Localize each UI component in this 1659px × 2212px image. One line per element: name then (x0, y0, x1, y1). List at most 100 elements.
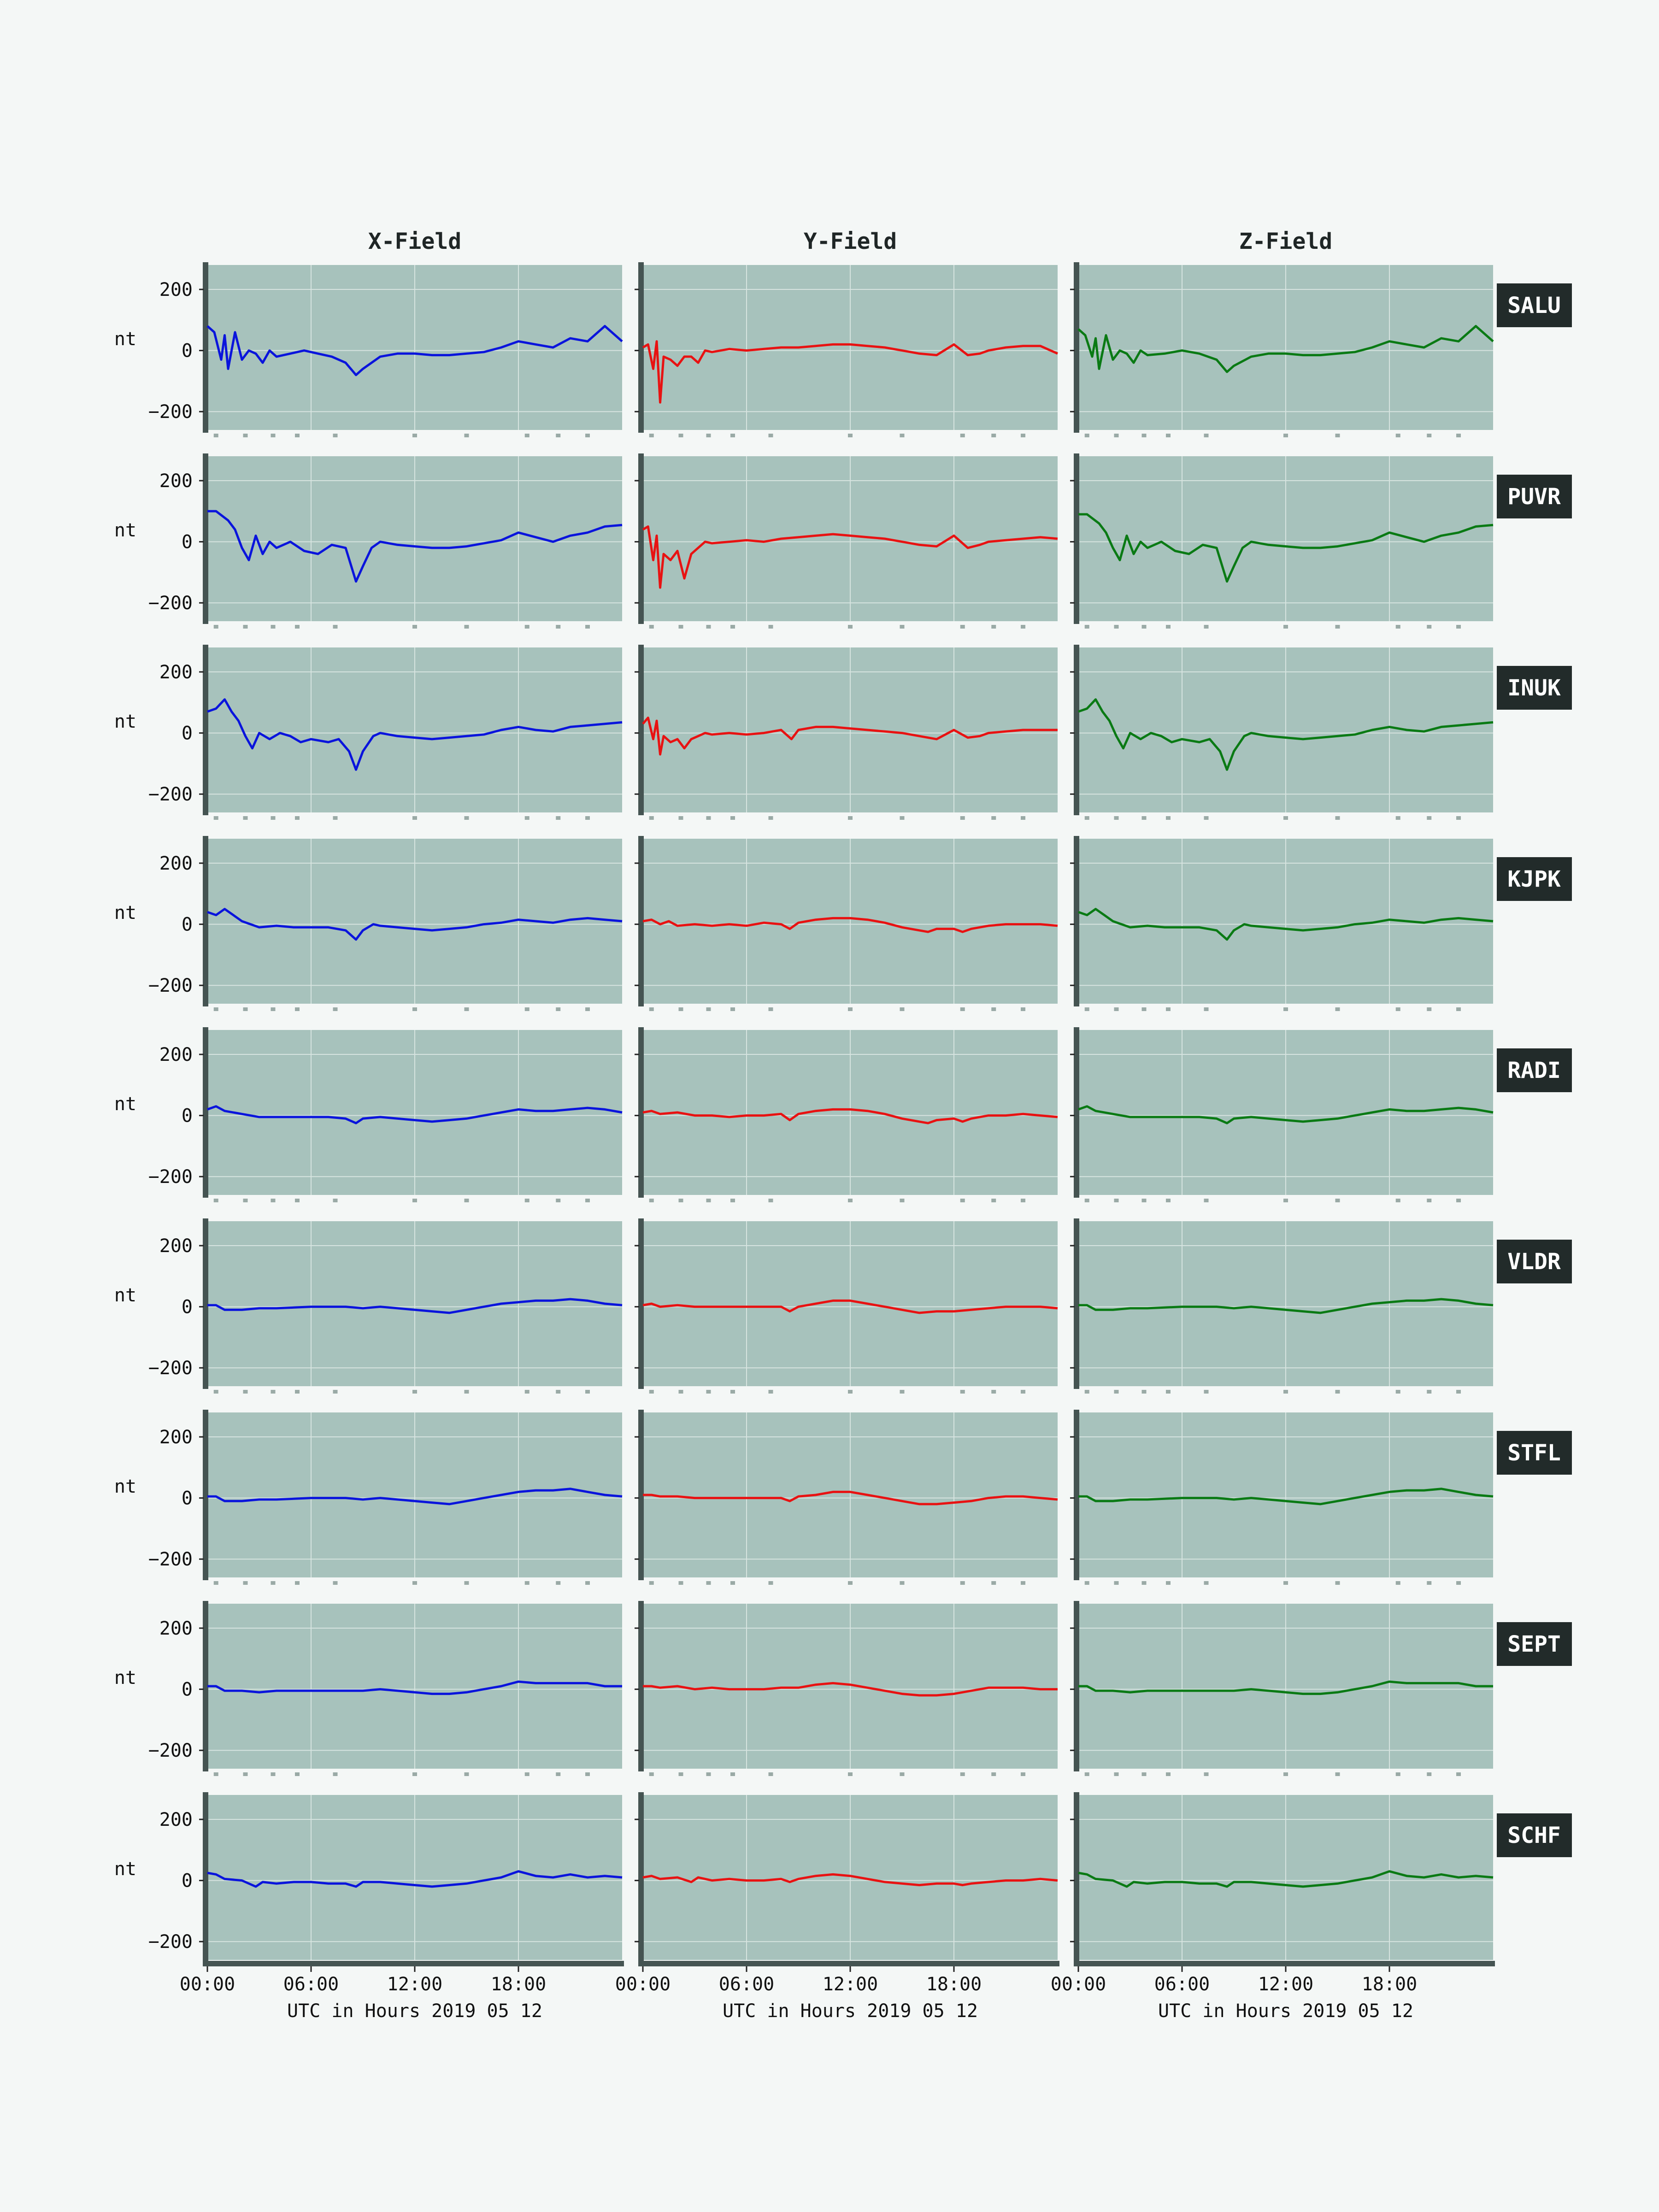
minor-tick-mark (524, 434, 529, 437)
minor-tick-mark (1141, 1772, 1147, 1776)
minor-tick-mark (1456, 816, 1461, 820)
station-badge (1497, 1240, 1572, 1283)
minor-tick-mark (556, 1199, 561, 1202)
minor-tick-mark (1283, 625, 1288, 629)
station-badge (1497, 475, 1572, 518)
station-row-puvr: 200 0 −200 nt PUVR (114, 453, 1572, 629)
column-title-y-field: Y-Field (804, 229, 897, 254)
y-axis-label: nt (114, 1859, 136, 1880)
minor-tick-mark (412, 625, 417, 629)
minor-tick-mark (649, 434, 654, 437)
minor-tick-mark (678, 625, 683, 629)
minor-tick-mark (1283, 1581, 1288, 1585)
minor-tick-mark (585, 1390, 590, 1394)
minor-tick-mark (1166, 1199, 1171, 1202)
minor-tick-mark (730, 1199, 735, 1202)
series-line-puvr-y (642, 525, 1058, 589)
minor-tick-mark (243, 1581, 248, 1585)
minor-tick-mark (1141, 434, 1147, 437)
y-tick-label: 200 (159, 1809, 193, 1830)
minor-tick-mark (960, 1390, 965, 1394)
y-tick-label: 0 (182, 532, 193, 553)
minor-tick-mark (333, 625, 338, 629)
x-axis-label: UTC in Hours 2019 05 12 (287, 2000, 542, 2022)
minor-tick-mark (1084, 434, 1089, 437)
minor-tick-mark (1427, 1581, 1432, 1585)
minor-tick-mark (678, 1007, 683, 1011)
minor-tick-mark (1335, 625, 1340, 629)
minor-tick-mark (1141, 625, 1147, 629)
y-tick-label: 0 (182, 1488, 193, 1509)
minor-tick-mark (524, 625, 529, 629)
minor-tick-mark (848, 1007, 853, 1011)
minor-tick-mark (412, 816, 417, 820)
minor-tick-mark (768, 816, 773, 820)
minor-tick-mark (1335, 816, 1340, 820)
minor-tick-mark (900, 1390, 905, 1394)
minor-tick-mark (848, 434, 853, 437)
minor-tick-mark (1204, 1199, 1209, 1202)
minor-tick-mark (1395, 816, 1400, 820)
x-tick-label: 06:00 (719, 1974, 774, 1995)
series-line-radi-y (642, 1108, 1058, 1124)
y-axis-label: nt (114, 902, 136, 924)
station-name: VLDR (1507, 1249, 1561, 1275)
minor-tick-mark (960, 625, 965, 629)
minor-tick-mark (464, 1772, 469, 1776)
station-name: SALU (1507, 293, 1561, 318)
minor-tick-mark (1427, 1199, 1432, 1202)
minor-tick-mark (464, 1581, 469, 1585)
minor-tick-mark (213, 816, 218, 820)
minor-tick-mark (333, 1772, 338, 1776)
minor-tick-mark (464, 434, 469, 437)
minor-tick-mark (678, 1199, 683, 1202)
minor-tick-mark (585, 1581, 590, 1585)
minor-tick-mark (243, 1772, 248, 1776)
minor-tick-mark (1021, 625, 1025, 629)
minor-tick-mark (271, 1007, 276, 1011)
minor-tick-mark (649, 1199, 654, 1202)
series-line-schf-y (642, 1873, 1058, 1887)
minor-tick-mark (1456, 625, 1461, 629)
minor-tick-mark (524, 1199, 529, 1202)
x-tick-label: 18:00 (926, 1974, 982, 1995)
minor-tick-mark (1141, 1199, 1147, 1202)
minor-tick-mark (1204, 1007, 1209, 1011)
minor-tick-mark (1141, 1390, 1147, 1394)
minor-tick-mark (706, 816, 711, 820)
minor-tick-mark (678, 816, 683, 820)
minor-tick-mark (706, 1772, 711, 1776)
minor-tick-mark (1335, 434, 1340, 437)
minor-tick-mark (678, 1390, 683, 1394)
minor-tick-mark (1166, 625, 1171, 629)
minor-tick-mark (960, 1772, 965, 1776)
y-tick-label: −200 (148, 593, 193, 614)
minor-tick-mark (1166, 1581, 1171, 1585)
minor-tick-mark (900, 434, 905, 437)
minor-tick-mark (1204, 1581, 1209, 1585)
minor-tick-mark (412, 1772, 417, 1776)
y-tick-label: 200 (159, 1044, 193, 1065)
minor-tick-mark (678, 1581, 683, 1585)
minor-tick-mark (1204, 816, 1209, 820)
minor-tick-mark (848, 816, 853, 820)
minor-tick-mark (1395, 1772, 1400, 1776)
minor-tick-mark (649, 1007, 654, 1011)
minor-tick-mark (768, 1390, 773, 1394)
minor-tick-mark (1427, 1390, 1432, 1394)
minor-tick-mark (1021, 1390, 1025, 1394)
series-line-sept-x (207, 1680, 622, 1695)
minor-tick-mark (1084, 1390, 1089, 1394)
minor-tick-mark (333, 1007, 338, 1011)
minor-tick-mark (213, 1390, 218, 1394)
minor-tick-mark (1456, 1199, 1461, 1202)
minor-tick-mark (271, 625, 276, 629)
minor-tick-mark (900, 1581, 905, 1585)
series-line-stfl-z (1078, 1488, 1494, 1506)
minor-tick-mark (464, 1007, 469, 1011)
y-tick-label: −200 (148, 401, 193, 423)
minor-tick-mark (243, 1199, 248, 1202)
series-line-puvr-z (1078, 513, 1494, 583)
y-tick-label: −200 (148, 1358, 193, 1379)
